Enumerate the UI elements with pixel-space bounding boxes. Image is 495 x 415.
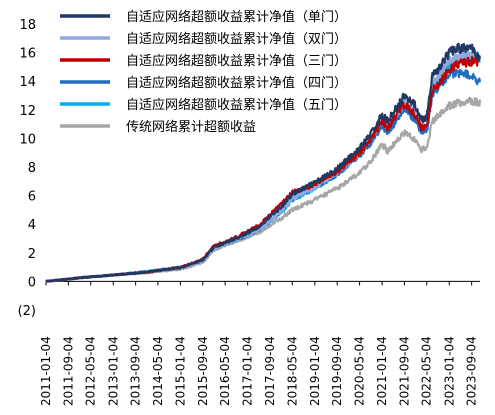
y-tick-label: 18 (19, 18, 36, 33)
y-tick-label: 14 (19, 75, 36, 90)
legend-label-2: 自适应网络超额收益累计净值（三门） (126, 53, 347, 69)
x-tick-label: 2018-05-04 (285, 336, 299, 406)
x-tick-label: 2023-01-04 (442, 336, 456, 406)
y-tick-label: 0 (28, 275, 36, 290)
y-tick-label: (2) (18, 304, 36, 319)
y-tick-label: 10 (19, 132, 36, 147)
x-tick-label: 2017-01-04 (241, 336, 255, 406)
x-tick-label: 2013-01-04 (106, 336, 120, 406)
legend-label-4: 自适应网络超额收益累计净值（五门） (126, 97, 347, 113)
x-tick-label: 2015-09-04 (196, 336, 210, 406)
x-tick-label: 2019-01-04 (308, 336, 322, 406)
series-line-5 (45, 96, 481, 283)
legend-label-1: 自适应网络超额收益累计净值（双门） (126, 31, 347, 47)
y-tick-label: 12 (19, 104, 36, 119)
series-line-0 (45, 42, 481, 283)
x-tick-label: 2014-05-04 (151, 336, 165, 406)
legend-label-5: 传统网络累计超额收益 (126, 119, 256, 135)
x-tick-label: 2012-05-04 (84, 336, 98, 406)
y-tick-label: 6 (28, 190, 36, 205)
x-tick-label: 2017-09-04 (263, 336, 277, 406)
y-tick-label: 4 (28, 218, 36, 233)
x-tick-label: 2013-09-04 (129, 336, 143, 406)
x-tick-label: 2021-01-04 (375, 336, 389, 406)
x-tick-label: 2021-09-04 (397, 336, 411, 406)
y-tick-label: 16 (19, 47, 36, 62)
x-tick-label: 2022-05-04 (420, 336, 434, 406)
y-axis-ticks: (2) 0 2 4 6 8 10 12 14 16 18 (18, 18, 36, 319)
x-tick-label: 2011-01-04 (39, 336, 53, 406)
x-tick-label: 2019-09-04 (330, 336, 344, 406)
x-tick-label: 2015-01-04 (173, 336, 187, 406)
legend-label-3: 自适应网络超额收益累计净值（四门） (126, 75, 347, 91)
series-lines (45, 42, 481, 283)
legend: 自适应网络超额收益累计净值（单门） 自适应网络超额收益累计净值（双门） 自适应网络超… (60, 9, 347, 135)
x-tick-label: 2016-05-04 (218, 336, 232, 406)
x-axis-ticks: 2011-01-04 2011-09-04 2012-05-04 2013-01-04… (39, 281, 479, 406)
y-tick-label: 8 (28, 161, 36, 176)
x-tick-label: 2023-09-04 (465, 336, 479, 406)
y-tick-label: 2 (28, 247, 36, 262)
x-tick-label: 2020-05-04 (353, 336, 367, 406)
legend-label-0: 自适应网络超额收益累计净值（单门） (126, 9, 347, 25)
x-tick-label: 2011-09-04 (61, 336, 75, 406)
